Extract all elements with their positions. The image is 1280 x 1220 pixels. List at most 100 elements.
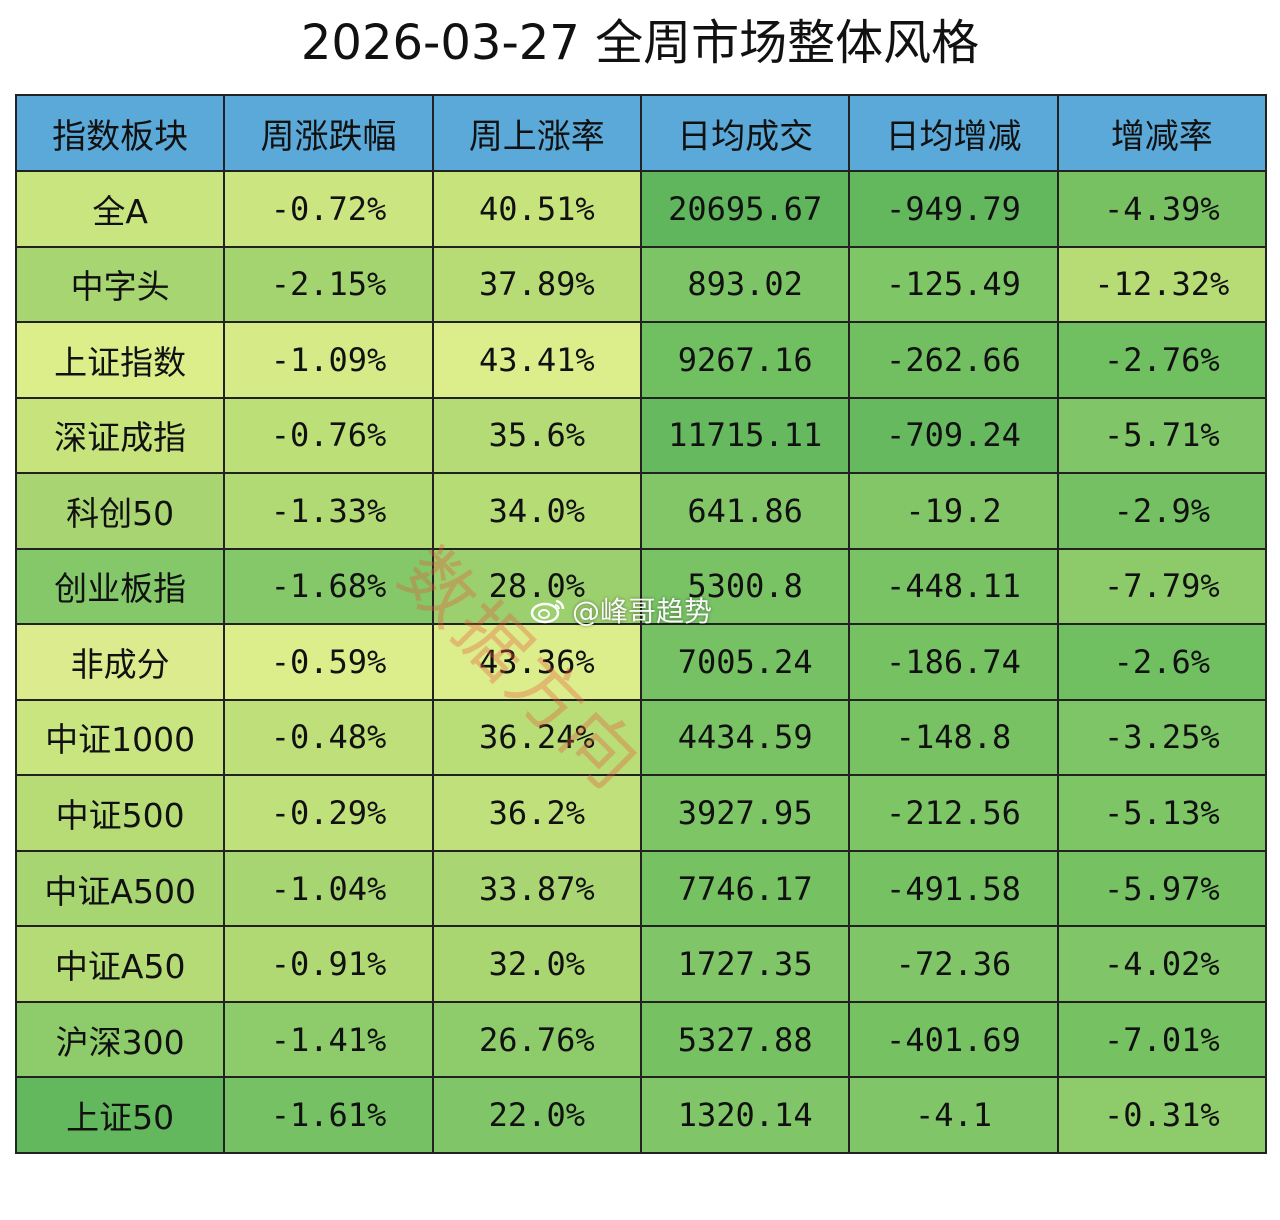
value-cell: 20695.67 [639,170,851,248]
value-cell: -5.13% [1056,774,1268,852]
value-cell: -4.1 [848,1076,1059,1154]
value-cell: 36.24% [431,698,642,777]
value-cell: 7005.24 [639,623,851,701]
value-cell: -12.32% [1056,245,1268,324]
index-name-cell: 中证1000 [14,698,226,777]
value-cell: -262.66 [848,321,1059,399]
value-cell: -7.01% [1056,1000,1268,1079]
table-row: 非成分 -0.59% 43.36% 7005.24 -186.74 -2.6% [14,623,1268,701]
table-row: 科创50 -1.33% 34.0% 641.86 -19.2 -2.9% [14,472,1268,550]
index-name-cell: 创业板指 [14,547,226,626]
value-cell: -0.48% [223,698,434,777]
value-cell: -1.41% [223,1000,434,1079]
index-name-cell: 深证成指 [14,396,226,475]
table-row: 上证指数 -1.09% 43.41% 9267.16 -262.66 -2.76% [14,321,1268,399]
value-cell: -2.6% [1056,623,1268,701]
table-body: 全A -0.72% 40.51% 20695.67 -949.79 -4.39% 中字头 -2… [14,170,1268,1154]
value-cell: -5.97% [1056,849,1268,928]
index-name-cell: 沪深300 [14,1000,226,1079]
page-title: 2026-03-27 全周市场整体风格 [300,15,980,71]
table-row: 创业板指 -1.68% 28.0% 5300.8 -448.11 -7.79% [14,547,1268,626]
table-row: 沪深300 -1.41% 26.76% 5327.88 -401.69 -7.01% [14,1000,1268,1079]
header-cell: 指数板块 [14,94,226,172]
value-cell: -0.76% [223,396,434,475]
value-cell: 37.89% [431,245,642,324]
value-cell: 22.0% [431,1076,642,1154]
value-cell: -2.76% [1056,321,1268,399]
value-cell: 641.86 [639,472,851,550]
header-cell: 增减率 [1056,94,1268,172]
value-cell: 1320.14 [639,1076,851,1154]
index-name-cell: 中证A50 [14,925,226,1003]
value-cell: -491.58 [848,849,1059,928]
table-row: 全A -0.72% 40.51% 20695.67 -949.79 -4.39% [14,170,1268,248]
value-cell: 32.0% [431,925,642,1003]
index-name-cell: 科创50 [14,472,226,550]
header-cell: 日均增减 [848,94,1059,172]
value-cell: 7746.17 [639,849,851,928]
header-row: 指数板块 周涨跌幅 周上涨率 日均成交 日均增减 增减率 [14,94,1268,172]
value-cell: -0.29% [223,774,434,852]
index-name-cell: 中字头 [14,245,226,324]
index-name-cell: 上证50 [14,1076,226,1154]
value-cell: -19.2 [848,472,1059,550]
header-cell: 日均成交 [639,94,851,172]
index-name-cell: 上证指数 [14,321,226,399]
value-cell: -0.72% [223,170,434,248]
value-cell: 9267.16 [639,321,851,399]
index-name-cell: 全A [14,170,226,248]
value-cell: -0.59% [223,623,434,701]
value-cell: -72.36 [848,925,1059,1003]
table-row: 中字头 -2.15% 37.89% 893.02 -125.49 -12.32% [14,245,1268,324]
market-style-table: 指数板块 周涨跌幅 周上涨率 日均成交 日均增减 增减率 全A -0.72% 40.… [14,94,1268,1154]
value-cell: -1.33% [223,472,434,550]
header-cell: 周上涨率 [431,94,642,172]
value-cell: -1.68% [223,547,434,626]
value-cell: 43.36% [431,623,642,701]
value-cell: 4434.59 [639,698,851,777]
value-cell: 3927.95 [639,774,851,852]
table-row: 深证成指 -0.76% 35.6% 11715.11 -709.24 -5.71% [14,396,1268,475]
value-cell: 26.76% [431,1000,642,1079]
table-row: 上证50 -1.61% 22.0% 1320.14 -4.1 -0.31% [14,1076,1268,1154]
value-cell: 43.41% [431,321,642,399]
table-row: 中证1000 -0.48% 36.24% 4434.59 -148.8 -3.25% [14,698,1268,777]
value-cell: -0.31% [1056,1076,1268,1154]
value-cell: -4.02% [1056,925,1268,1003]
table-row: 中证A50 -0.91% 32.0% 1727.35 -72.36 -4.02% [14,925,1268,1003]
value-cell: -2.9% [1056,472,1268,550]
value-cell: -186.74 [848,623,1059,701]
value-cell: 34.0% [431,472,642,550]
value-cell: -7.79% [1056,547,1268,626]
index-name-cell: 中证A500 [14,849,226,928]
value-cell: 33.87% [431,849,642,928]
value-cell: 28.0% [431,547,642,626]
index-name-cell: 中证500 [14,774,226,852]
table-row: 中证A500 -1.04% 33.87% 7746.17 -491.58 -5.97% [14,849,1268,928]
value-cell: -4.39% [1056,170,1268,248]
value-cell: 36.2% [431,774,642,852]
table-row: 中证500 -0.29% 36.2% 3927.95 -212.56 -5.13% [14,774,1268,852]
value-cell: -0.91% [223,925,434,1003]
value-cell: -212.56 [848,774,1059,852]
index-name-cell: 非成分 [14,623,226,701]
value-cell: -125.49 [848,245,1059,324]
value-cell: 5300.8 [639,547,851,626]
value-cell: -401.69 [848,1000,1059,1079]
value-cell: -5.71% [1056,396,1268,475]
value-cell: -1.61% [223,1076,434,1154]
value-cell: -2.15% [223,245,434,324]
value-cell: 11715.11 [639,396,851,475]
value-cell: -709.24 [848,396,1059,475]
value-cell: -949.79 [848,170,1059,248]
value-cell: -1.09% [223,321,434,399]
value-cell: -148.8 [848,698,1059,777]
value-cell: -1.04% [223,849,434,928]
value-cell: 40.51% [431,170,642,248]
value-cell: 1727.35 [639,925,851,1003]
value-cell: 35.6% [431,396,642,475]
header-cell: 周涨跌幅 [223,94,434,172]
value-cell: -448.11 [848,547,1059,626]
value-cell: 893.02 [639,245,851,324]
value-cell: 5327.88 [639,1000,851,1079]
